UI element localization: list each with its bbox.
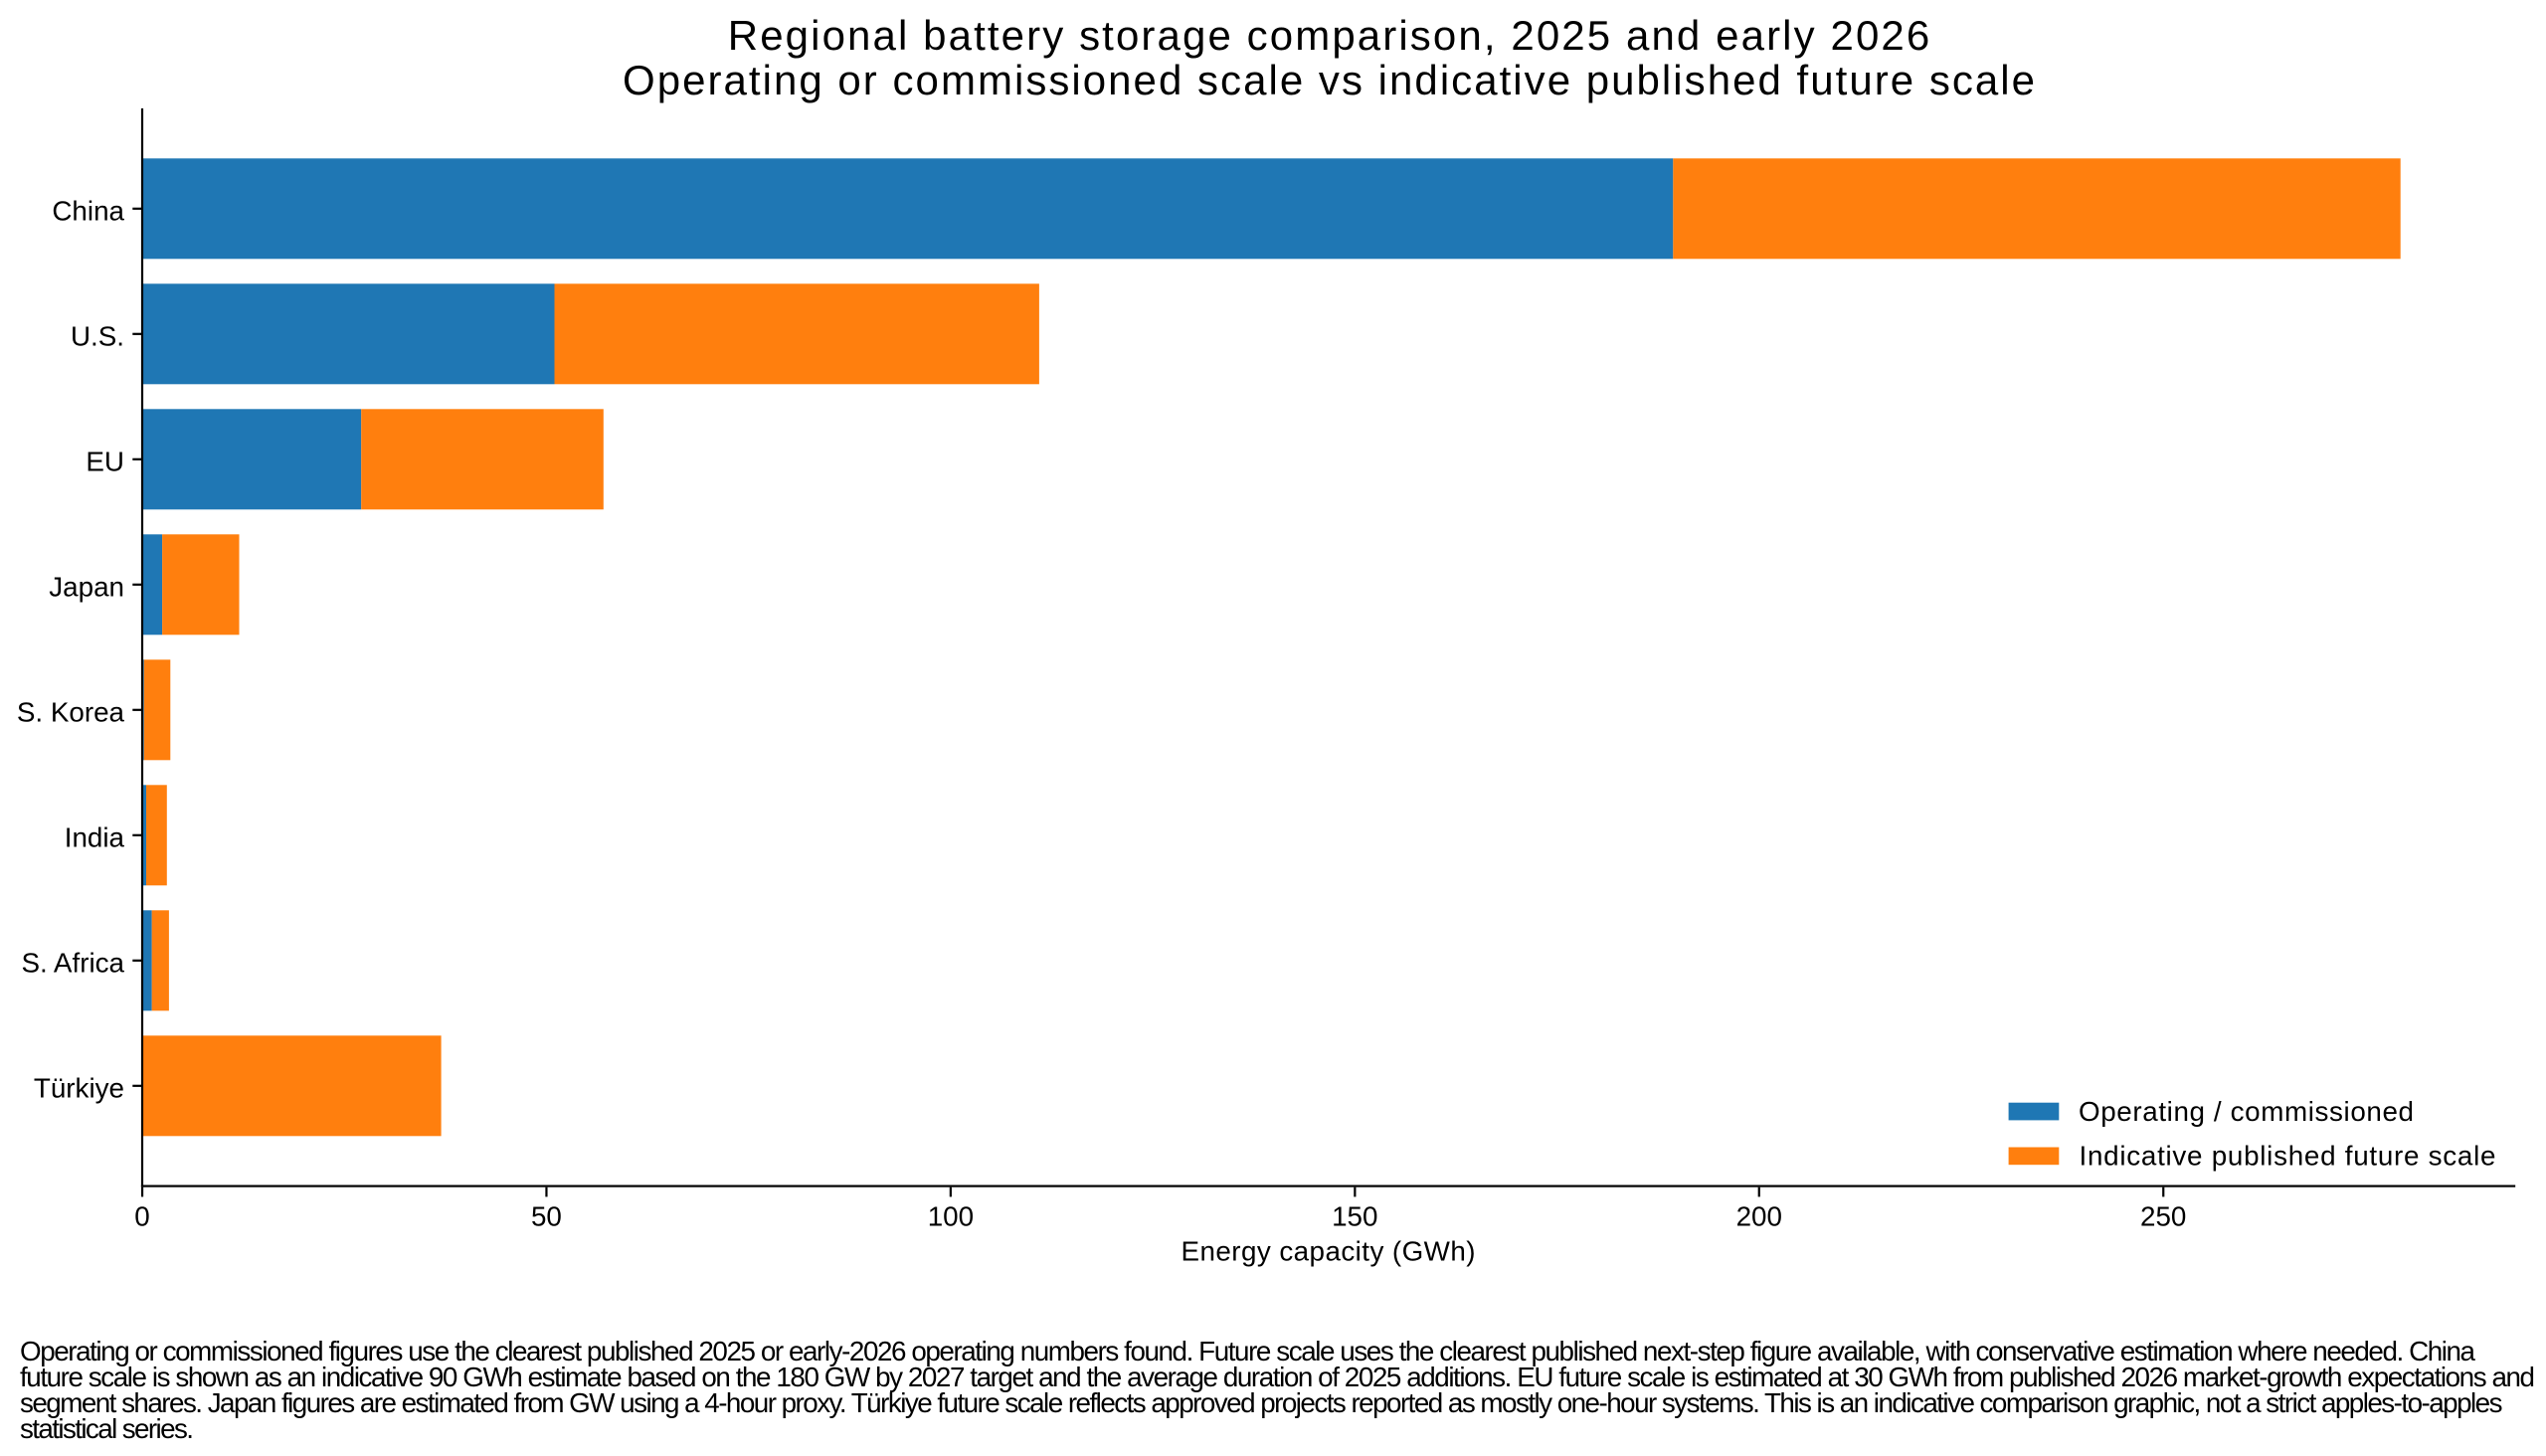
svg-text:statistical series.: statistical series. <box>20 1413 194 1444</box>
svg-text:EU: EU <box>86 447 124 477</box>
svg-text:Japan: Japan <box>49 572 124 603</box>
svg-text:future scale is shown as an in: future scale is shown as an indicative 9… <box>20 1362 2535 1392</box>
svg-text:S. Korea: S. Korea <box>17 697 125 728</box>
svg-text:250: 250 <box>2140 1200 2186 1231</box>
svg-text:India: India <box>65 822 125 853</box>
svg-text:Türkiye: Türkiye <box>34 1073 124 1104</box>
svg-text:Regional battery storage compa: Regional battery storage comparison, 202… <box>728 12 1930 59</box>
svg-text:U.S.: U.S. <box>71 321 124 352</box>
svg-text:200: 200 <box>1736 1200 1782 1231</box>
svg-text:Operating or commissioned scal: Operating or commissioned scale vs indic… <box>623 57 2035 103</box>
svg-text:segment shares. Japan figures: segment shares. Japan figures are estima… <box>20 1387 2503 1418</box>
svg-text:150: 150 <box>1332 1200 1377 1231</box>
svg-text:100: 100 <box>928 1200 974 1231</box>
svg-text:Indicative published future sc: Indicative published future scale <box>2080 1141 2496 1172</box>
svg-text:S. Africa: S. Africa <box>21 948 124 979</box>
svg-text:Operating or commissioned figu: Operating or commissioned figures use th… <box>20 1336 2476 1366</box>
svg-text:50: 50 <box>531 1200 562 1231</box>
svg-text:China: China <box>52 196 124 227</box>
svg-text:Energy capacity (GWh): Energy capacity (GWh) <box>1182 1236 1476 1267</box>
svg-text:Operating / commissioned: Operating / commissioned <box>2079 1096 2414 1127</box>
svg-text:0: 0 <box>134 1200 149 1231</box>
